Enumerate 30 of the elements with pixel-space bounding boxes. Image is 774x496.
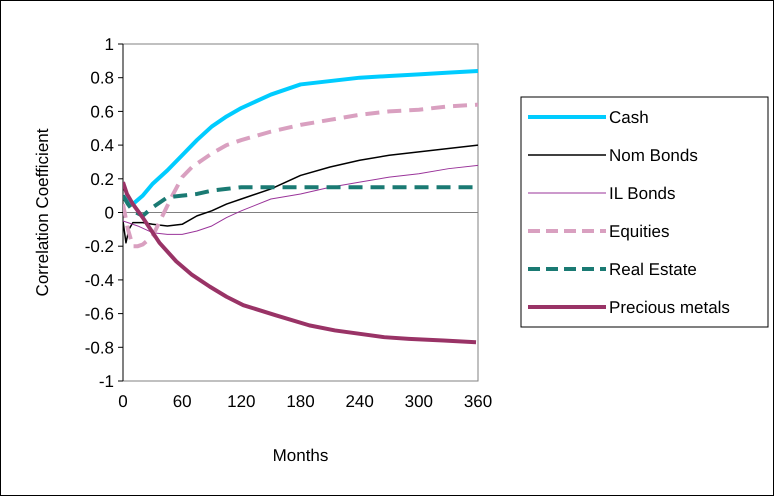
legend-label: Cash bbox=[609, 108, 649, 127]
y-tick-label: 0.6 bbox=[90, 102, 114, 122]
legend-label: Equities bbox=[609, 222, 670, 241]
x-tick-label: 240 bbox=[345, 392, 374, 411]
line-series bbox=[123, 180, 478, 344]
legend-label: Precious metals bbox=[609, 298, 730, 317]
legend-label: Real Estate bbox=[609, 260, 697, 279]
y-tick-label: -0.6 bbox=[84, 304, 114, 324]
y-tick-label: 0.4 bbox=[90, 136, 114, 156]
line-series bbox=[123, 68, 480, 206]
y-tick-label: 0.2 bbox=[90, 170, 114, 189]
legend-label: IL Bonds bbox=[609, 184, 676, 203]
x-tick-label: 60 bbox=[172, 392, 192, 411]
x-tick-label: 360 bbox=[464, 392, 492, 411]
x-tick-label: 120 bbox=[227, 392, 256, 411]
y-tick-label: -0.4 bbox=[84, 270, 114, 290]
x-axis-title: Months bbox=[272, 446, 328, 465]
y-axis-title: Correlation Coefficient bbox=[33, 128, 52, 296]
y-tick-label: -0.8 bbox=[84, 338, 114, 358]
y-tick-label: 0.8 bbox=[90, 68, 114, 88]
x-tick-label: 300 bbox=[404, 392, 434, 411]
y-tick-label: -1 bbox=[98, 372, 114, 391]
y-tick-label: 0 bbox=[104, 203, 114, 222]
line-series bbox=[123, 102, 480, 248]
y-tick-label: -0.2 bbox=[84, 237, 114, 256]
x-tick-label: 180 bbox=[286, 392, 315, 411]
line-series bbox=[123, 164, 478, 235]
y-tick-label: 1 bbox=[104, 34, 114, 54]
legend-label: Nom Bonds bbox=[609, 146, 698, 165]
x-tick-label: 0 bbox=[118, 392, 128, 411]
